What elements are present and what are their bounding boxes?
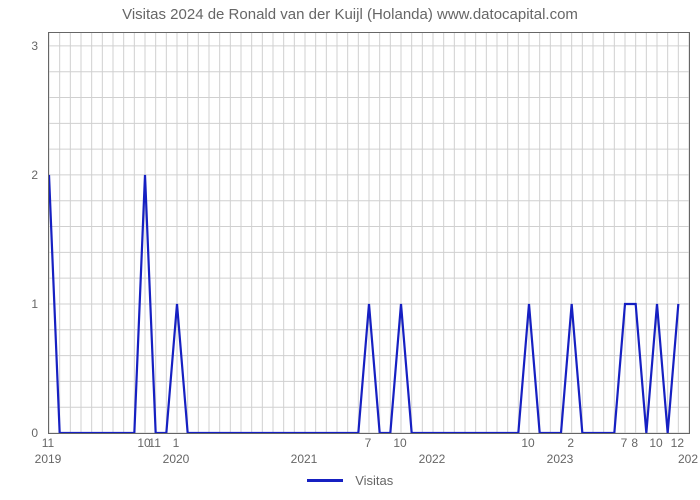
x-minor-tick-label: 7: [365, 436, 372, 450]
chart-title: Visitas 2024 de Ronald van der Kuijl (Ho…: [0, 6, 700, 23]
plot-area: [48, 32, 690, 434]
legend: Visitas: [0, 472, 700, 490]
x-minor-tick-label: 2: [567, 436, 574, 450]
x-minor-tick-label: 11: [148, 436, 160, 450]
y-tick-label: 0: [0, 426, 38, 440]
x-minor-tick-label: 10: [521, 436, 534, 450]
y-tick-label: 1: [0, 297, 38, 311]
y-tick-label: 2: [0, 168, 38, 182]
x-minor-tick-label: 11: [42, 436, 54, 450]
gridlines: [49, 33, 689, 433]
x-minor-tick-label: 10: [649, 436, 662, 450]
x-minor-tick-label: 1: [173, 436, 180, 450]
visits-line-chart: Visitas 2024 de Ronald van der Kuijl (Ho…: [0, 0, 700, 500]
x-major-tick-label: 2022: [419, 452, 446, 466]
x-major-tick-label: 2023: [547, 452, 574, 466]
x-major-tick-label: 2021: [291, 452, 318, 466]
x-minor-tick-label: 8: [631, 436, 638, 450]
x-major-tick-label: 202: [678, 452, 698, 466]
x-minor-tick-label: 12: [671, 436, 684, 450]
legend-swatch: [307, 479, 343, 482]
x-minor-tick-label: 7: [621, 436, 628, 450]
legend-label: Visitas: [355, 473, 393, 488]
x-major-tick-label: 2019: [35, 452, 62, 466]
plot-svg: [49, 33, 689, 433]
y-tick-label: 3: [0, 39, 38, 53]
x-major-tick-label: 2020: [163, 452, 190, 466]
x-minor-tick-label: 10: [393, 436, 406, 450]
